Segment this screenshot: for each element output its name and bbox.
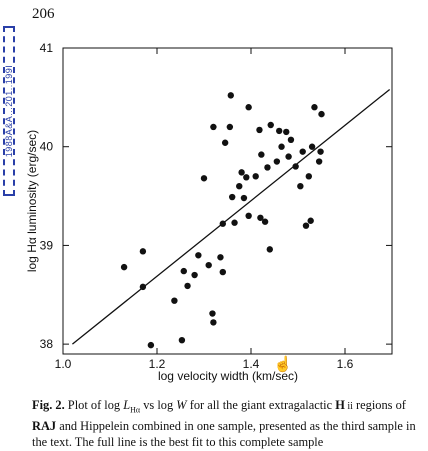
data-point <box>171 297 178 304</box>
y-axis-label: log Hα luminosity (erg/sec) <box>25 130 39 272</box>
data-point <box>252 173 259 180</box>
data-point <box>217 254 224 261</box>
data-point <box>195 252 202 259</box>
data-point <box>297 182 304 190</box>
caption-text-2: vs log <box>140 398 177 412</box>
data-point <box>283 128 290 136</box>
data-point <box>292 163 299 170</box>
caption-ionization-stage: ii <box>344 401 353 412</box>
data-point <box>227 92 234 99</box>
x-tick-label: 1.2 <box>149 357 166 371</box>
y-axis-ticks <box>63 47 392 345</box>
figure-caption: Fig. 2. Plot of log LHα vs log W for all… <box>32 397 418 450</box>
x-axis-ticks <box>62 48 346 354</box>
data-point <box>318 110 325 118</box>
data-point <box>205 261 212 269</box>
pointing-hand-icon: ☝ <box>274 354 293 373</box>
caption-text-3: for all the giant extragalactic <box>186 398 336 412</box>
x-axis-label: log velocity width (km/sec) <box>158 369 298 383</box>
data-point <box>191 271 198 279</box>
data-point <box>184 282 191 290</box>
data-point <box>120 263 128 271</box>
data-point <box>261 218 269 225</box>
data-point <box>276 127 283 135</box>
best-fit-line <box>71 88 391 345</box>
caption-text-1: Plot of log <box>64 398 124 412</box>
data-point <box>317 148 324 155</box>
data-point <box>245 212 252 220</box>
y-tick-label: 39 <box>40 238 54 252</box>
data-point <box>229 193 236 201</box>
data-point <box>236 182 243 190</box>
x-tick-label: 1.0 <box>55 357 72 371</box>
x-axis-tick-labels: 1.0 1.2 1.4 1.6 <box>55 357 354 371</box>
data-point <box>315 158 323 165</box>
data-point <box>210 319 217 326</box>
y-axis-tick-labels: 38 39 40 41 <box>40 41 54 351</box>
x-tick-label: 1.6 <box>337 357 354 371</box>
data-point <box>245 104 252 111</box>
data-point <box>178 336 186 344</box>
data-point <box>264 164 271 171</box>
data-point <box>278 143 285 150</box>
data-point <box>180 267 187 275</box>
caption-symbol-w: W <box>176 398 187 412</box>
data-point <box>305 173 313 180</box>
y-tick-label: 41 <box>40 41 54 55</box>
plot-frame <box>62 47 393 355</box>
y-tick-label: 38 <box>40 337 54 351</box>
bibcode-stamp: 1988A&A...201..199I <box>3 26 15 196</box>
data-point <box>210 123 217 131</box>
data-point <box>307 217 314 224</box>
caption-h-letter: H <box>335 398 345 412</box>
data-point <box>209 310 216 317</box>
caption-figure-label: Fig. 2. <box>32 398 65 412</box>
caption-subscript-halpha: Hα <box>130 405 141 415</box>
caption-symbol-l: L <box>123 398 131 412</box>
data-point <box>243 174 250 181</box>
data-point <box>238 169 245 176</box>
data-point <box>256 126 263 134</box>
data-point <box>285 153 292 160</box>
data-point <box>219 268 226 276</box>
page-number: 206 <box>32 6 55 22</box>
data-point <box>226 123 234 131</box>
data-point <box>273 158 281 165</box>
data-point <box>221 139 229 146</box>
x-tick-label: 1.4 <box>243 357 260 371</box>
caption-text-4: regions of <box>352 398 406 412</box>
caption-text-5: and Hippelein combined in one sample, pr… <box>32 419 416 450</box>
data-point <box>287 136 295 143</box>
y-tick-label: 40 <box>40 140 54 154</box>
data-point <box>308 143 316 150</box>
data-point <box>240 194 248 202</box>
data-point <box>219 220 226 227</box>
data-point <box>266 246 273 253</box>
data-point <box>147 341 155 349</box>
data-point <box>231 219 238 226</box>
caption-raj: RAJ <box>32 419 57 434</box>
data-point <box>139 248 147 255</box>
data-point <box>311 104 318 111</box>
data-point <box>200 175 208 182</box>
data-points <box>120 92 325 349</box>
data-point <box>299 148 306 155</box>
scatter-chart: 1.0 1.2 1.4 1.6 38 39 40 41 ☝ log velocity wid… <box>25 41 393 383</box>
data-point <box>267 121 274 129</box>
data-point <box>257 214 264 221</box>
data-point <box>302 222 310 229</box>
data-point <box>258 151 265 158</box>
data-point <box>139 283 147 291</box>
